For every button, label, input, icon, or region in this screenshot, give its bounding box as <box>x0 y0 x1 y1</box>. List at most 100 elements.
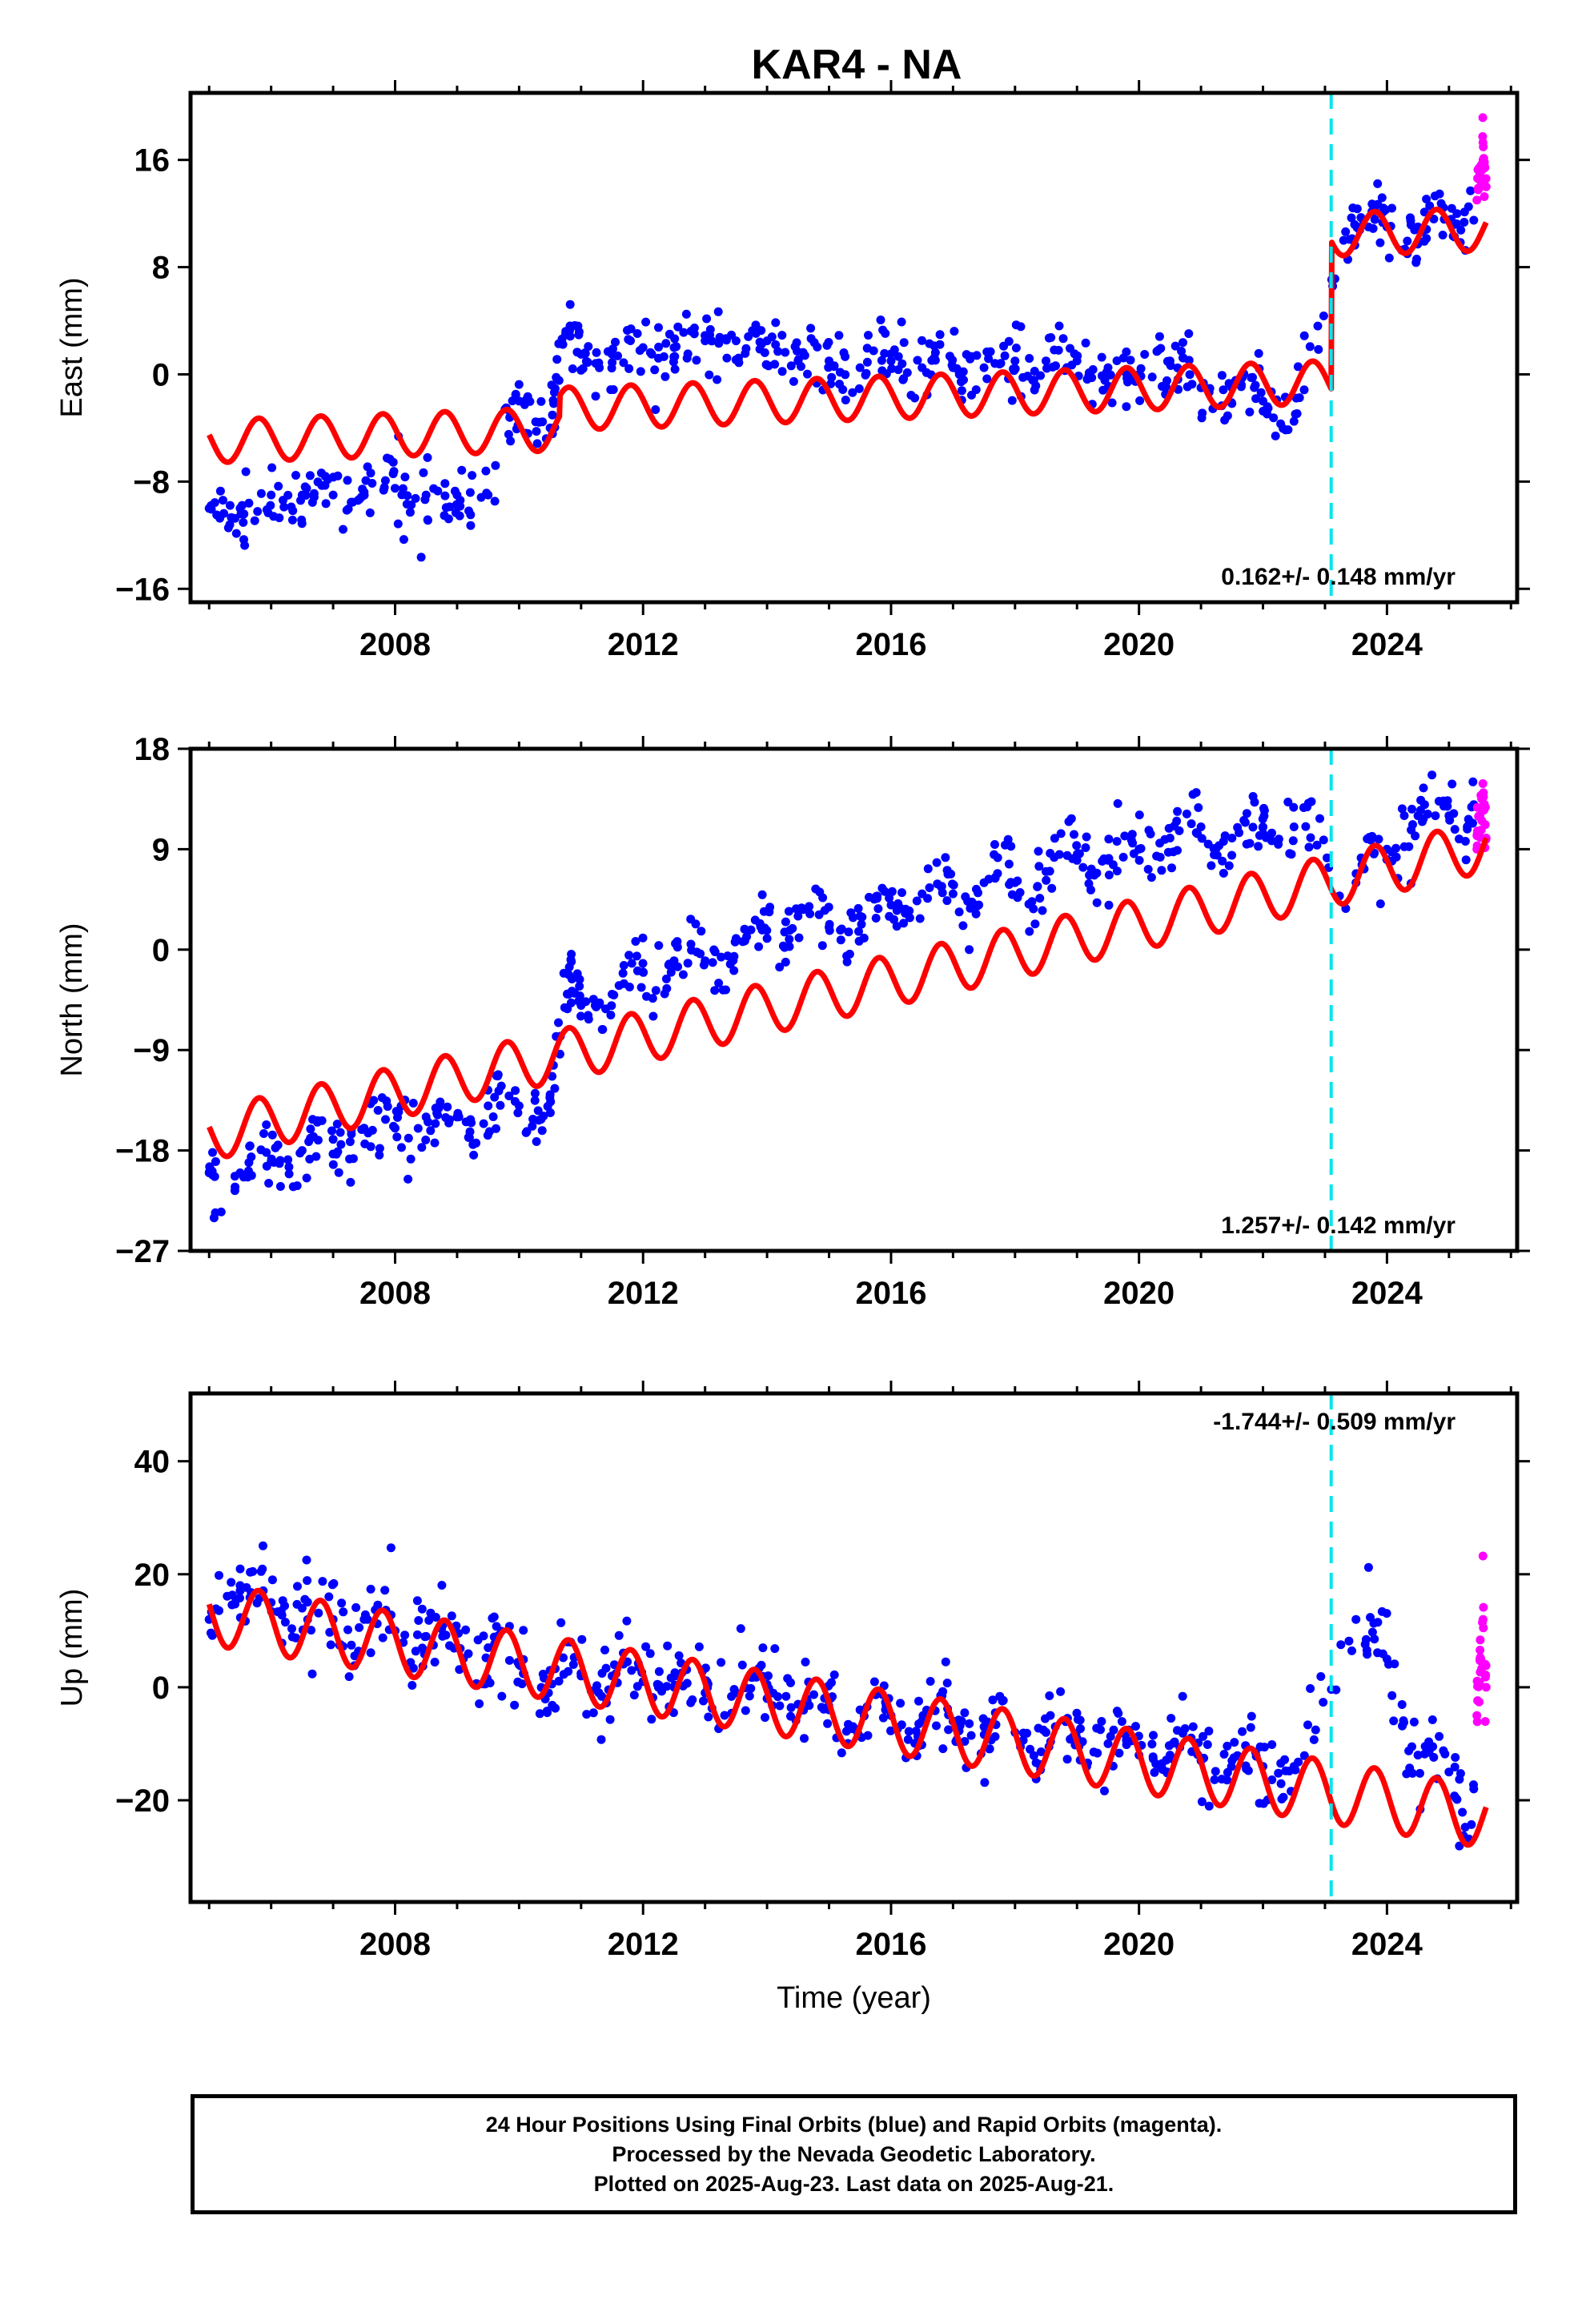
data-point <box>938 888 947 898</box>
data-point <box>823 1719 833 1728</box>
data-point <box>440 479 450 489</box>
data-point <box>1127 830 1137 839</box>
data-point <box>1351 1614 1361 1624</box>
data-point <box>398 484 408 493</box>
data-point <box>1390 1659 1399 1669</box>
data-point <box>535 1709 544 1719</box>
data-point <box>1147 1739 1157 1749</box>
data-point <box>1104 870 1114 880</box>
data-point <box>481 466 491 476</box>
data-point <box>1135 396 1145 405</box>
data-point <box>841 352 850 361</box>
data-point <box>824 338 833 347</box>
data-point <box>608 385 618 394</box>
data-point <box>1373 1618 1383 1627</box>
data-point <box>803 369 812 379</box>
data-point <box>773 347 783 356</box>
data-point <box>406 1658 416 1667</box>
x-tick-label: 2020 <box>1103 1927 1174 1962</box>
x-tick-label: 2008 <box>359 1927 431 1962</box>
data-point <box>972 884 981 894</box>
data-point <box>219 509 229 518</box>
data-point <box>1211 1767 1220 1776</box>
data-point <box>746 1683 756 1693</box>
data-point <box>914 1696 923 1706</box>
data-point <box>1150 1767 1159 1777</box>
data-point <box>528 1121 537 1131</box>
data-point <box>424 1117 433 1127</box>
data-point <box>660 989 669 999</box>
data-point <box>1391 852 1401 862</box>
data-point <box>309 493 319 502</box>
data-point <box>284 1162 294 1172</box>
data-point <box>1407 1742 1416 1751</box>
data-point <box>837 924 846 934</box>
data-point <box>1306 1684 1315 1693</box>
data-point <box>1319 312 1328 320</box>
data-point <box>1010 356 1020 366</box>
data-point <box>1431 811 1440 821</box>
data-point <box>815 887 825 897</box>
data-point <box>1407 1768 1417 1778</box>
data-point <box>932 858 942 867</box>
data-point <box>957 386 966 396</box>
data-point <box>1165 834 1174 842</box>
data-point <box>1149 1731 1158 1740</box>
data-point <box>1207 861 1216 870</box>
data-point <box>388 457 398 467</box>
data-point <box>1469 1784 1479 1794</box>
data-point <box>966 1731 976 1740</box>
y-axis-label: East (mm) <box>55 277 89 417</box>
data-point <box>284 1169 294 1179</box>
data-point <box>990 359 1000 368</box>
data-point <box>1013 876 1022 886</box>
data-point <box>886 1726 895 1735</box>
data-point <box>647 1715 656 1724</box>
data-point <box>484 490 493 500</box>
data-point <box>318 1577 327 1586</box>
data-point <box>475 1699 484 1708</box>
data-point <box>1466 186 1476 195</box>
data-point <box>764 361 773 371</box>
data-point <box>1170 341 1180 351</box>
data-point <box>418 1643 427 1653</box>
data-point <box>784 907 793 916</box>
data-point <box>239 1172 248 1182</box>
data-point <box>1289 822 1299 831</box>
data-point <box>714 979 724 988</box>
data-point <box>559 1653 568 1663</box>
data-point <box>701 336 710 346</box>
data-point <box>1113 798 1122 808</box>
series-model <box>207 207 1489 465</box>
data-point <box>280 1618 290 1627</box>
data-point <box>441 1630 451 1640</box>
data-point <box>225 501 235 510</box>
data-point <box>1172 816 1182 826</box>
data-point <box>331 1149 341 1159</box>
data-point <box>827 1678 836 1687</box>
data-point <box>1157 866 1166 875</box>
data-point <box>366 1584 375 1594</box>
y-tick-label: 0 <box>152 1671 170 1706</box>
data-point <box>389 467 399 476</box>
data-point <box>1219 1750 1229 1759</box>
data-point <box>645 348 655 357</box>
data-point <box>1184 329 1194 339</box>
data-point <box>550 384 560 393</box>
data-point <box>1219 868 1228 878</box>
data-point <box>230 1186 239 1196</box>
data-point <box>855 363 865 372</box>
data-point <box>210 498 219 508</box>
data-point <box>530 1088 540 1098</box>
data-point <box>484 1643 493 1652</box>
data-point <box>528 1115 538 1124</box>
data-point <box>256 489 266 498</box>
data-point <box>1245 408 1255 416</box>
data-point <box>332 1120 342 1129</box>
data-point <box>938 1687 948 1696</box>
data-point <box>545 1090 555 1100</box>
data-point <box>1463 824 1472 834</box>
data-point <box>751 320 761 330</box>
data-point <box>1166 361 1175 370</box>
data-point <box>1066 814 1076 823</box>
